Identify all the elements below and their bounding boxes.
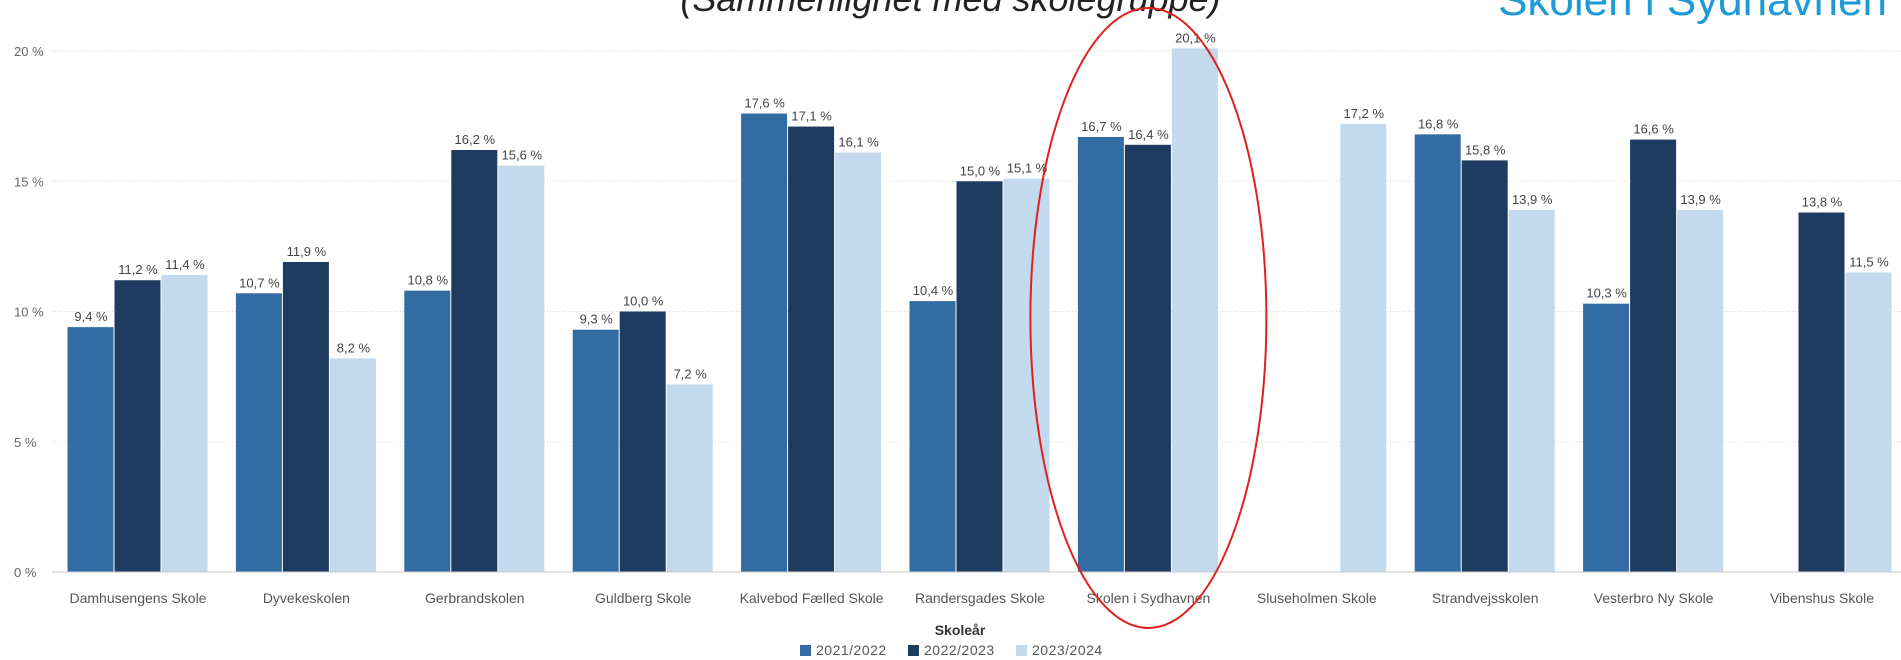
data-label: 10,8 % — [408, 273, 449, 288]
category-label: Damhusengens Skole — [70, 590, 207, 606]
data-label: 15,1 % — [1007, 161, 1048, 176]
bar — [1461, 160, 1508, 572]
bar — [1798, 212, 1845, 572]
bar — [329, 358, 376, 572]
bar — [741, 113, 788, 573]
legend-label: 2023/2024 — [1032, 642, 1103, 658]
data-label: 13,9 % — [1512, 192, 1553, 207]
bar — [1340, 123, 1387, 572]
data-label: 20,1 % — [1175, 30, 1216, 45]
data-label: 11,4 % — [165, 257, 205, 272]
bar — [282, 262, 329, 572]
bar — [1171, 48, 1218, 572]
data-label: 7,2 % — [674, 366, 708, 381]
data-label: 17,6 % — [744, 96, 785, 111]
category-label: Skolen i Sydhavnen — [1087, 590, 1211, 606]
category-label: Vesterbro Ny Skole — [1594, 590, 1714, 606]
legend-label: 2021/2022 — [816, 642, 887, 658]
bar — [1003, 178, 1050, 572]
legend-title: Skoleår — [935, 622, 986, 638]
bar — [1845, 272, 1892, 572]
y-tick-label: 10 % — [14, 305, 44, 320]
bar — [161, 275, 208, 572]
data-label: 16,4 % — [1128, 127, 1169, 142]
data-label: 17,1 % — [791, 109, 832, 124]
bar — [67, 327, 114, 572]
school-brand-label: Skolen i Sydhavnen — [1498, 0, 1887, 25]
data-label: 8,2 % — [337, 340, 371, 355]
bar — [619, 311, 666, 572]
y-tick-label: 20 % — [14, 44, 44, 59]
category-label: Gerbrandskolen — [425, 590, 525, 606]
highlight-ellipse — [1029, 7, 1268, 629]
data-label: 15,8 % — [1465, 142, 1506, 157]
bar — [114, 280, 161, 572]
data-label: 16,8 % — [1418, 116, 1459, 131]
chart-subtitle: (Sammenlignet med skolegruppe) — [0, 0, 1901, 20]
bar — [1630, 139, 1677, 572]
legend-label: 2022/2023 — [924, 642, 995, 658]
bar — [956, 181, 1003, 572]
legend-swatch — [800, 645, 811, 656]
bar — [1508, 209, 1555, 572]
data-label: 13,8 % — [1802, 195, 1843, 210]
data-label: 10,4 % — [913, 283, 954, 298]
bar — [1677, 209, 1724, 572]
category-label: Sluseholmen Skole — [1257, 590, 1377, 606]
bar — [1124, 144, 1171, 572]
data-label: 11,2 % — [118, 262, 158, 277]
data-label: 17,2 % — [1344, 106, 1385, 121]
data-label: 10,0 % — [623, 294, 664, 309]
data-label: 13,9 % — [1680, 192, 1721, 207]
bar — [572, 329, 619, 572]
bar — [788, 126, 835, 573]
bar — [666, 384, 713, 572]
y-tick-label: 0 % — [14, 565, 37, 580]
bar — [451, 149, 498, 573]
data-label: 9,3 % — [580, 312, 614, 327]
y-tick-label: 5 % — [14, 435, 37, 450]
data-label: 15,6 % — [502, 148, 543, 163]
data-label: 16,1 % — [838, 135, 879, 150]
data-label: 11,9 % — [287, 244, 327, 259]
legend-swatch — [908, 645, 919, 656]
category-label: Guldberg Skole — [595, 590, 692, 606]
data-label: 16,6 % — [1633, 122, 1674, 137]
bar — [1583, 303, 1630, 572]
bar — [498, 165, 545, 572]
bar — [1077, 136, 1124, 572]
data-label: 16,7 % — [1081, 119, 1122, 134]
data-label: 15,0 % — [960, 163, 1001, 178]
bar — [404, 290, 451, 572]
category-label: Dyvekeskolen — [263, 590, 350, 606]
bar — [1414, 134, 1461, 573]
category-label: Kalvebod Fælled Skole — [740, 590, 884, 606]
bar — [909, 301, 956, 572]
data-label: 11,5 % — [1849, 254, 1889, 269]
data-label: 10,7 % — [239, 275, 280, 290]
category-label: Vibenshus Skole — [1770, 590, 1874, 606]
data-label: 9,4 % — [74, 309, 108, 324]
data-label: 16,2 % — [455, 132, 496, 147]
data-label: 10,3 % — [1586, 286, 1627, 301]
y-tick-label: 15 % — [14, 174, 44, 189]
category-label: Strandvejsskolen — [1432, 590, 1539, 606]
bar — [235, 293, 282, 572]
bar — [835, 152, 882, 572]
legend-swatch — [1016, 645, 1027, 656]
category-label: Randersgades Skole — [915, 590, 1045, 606]
